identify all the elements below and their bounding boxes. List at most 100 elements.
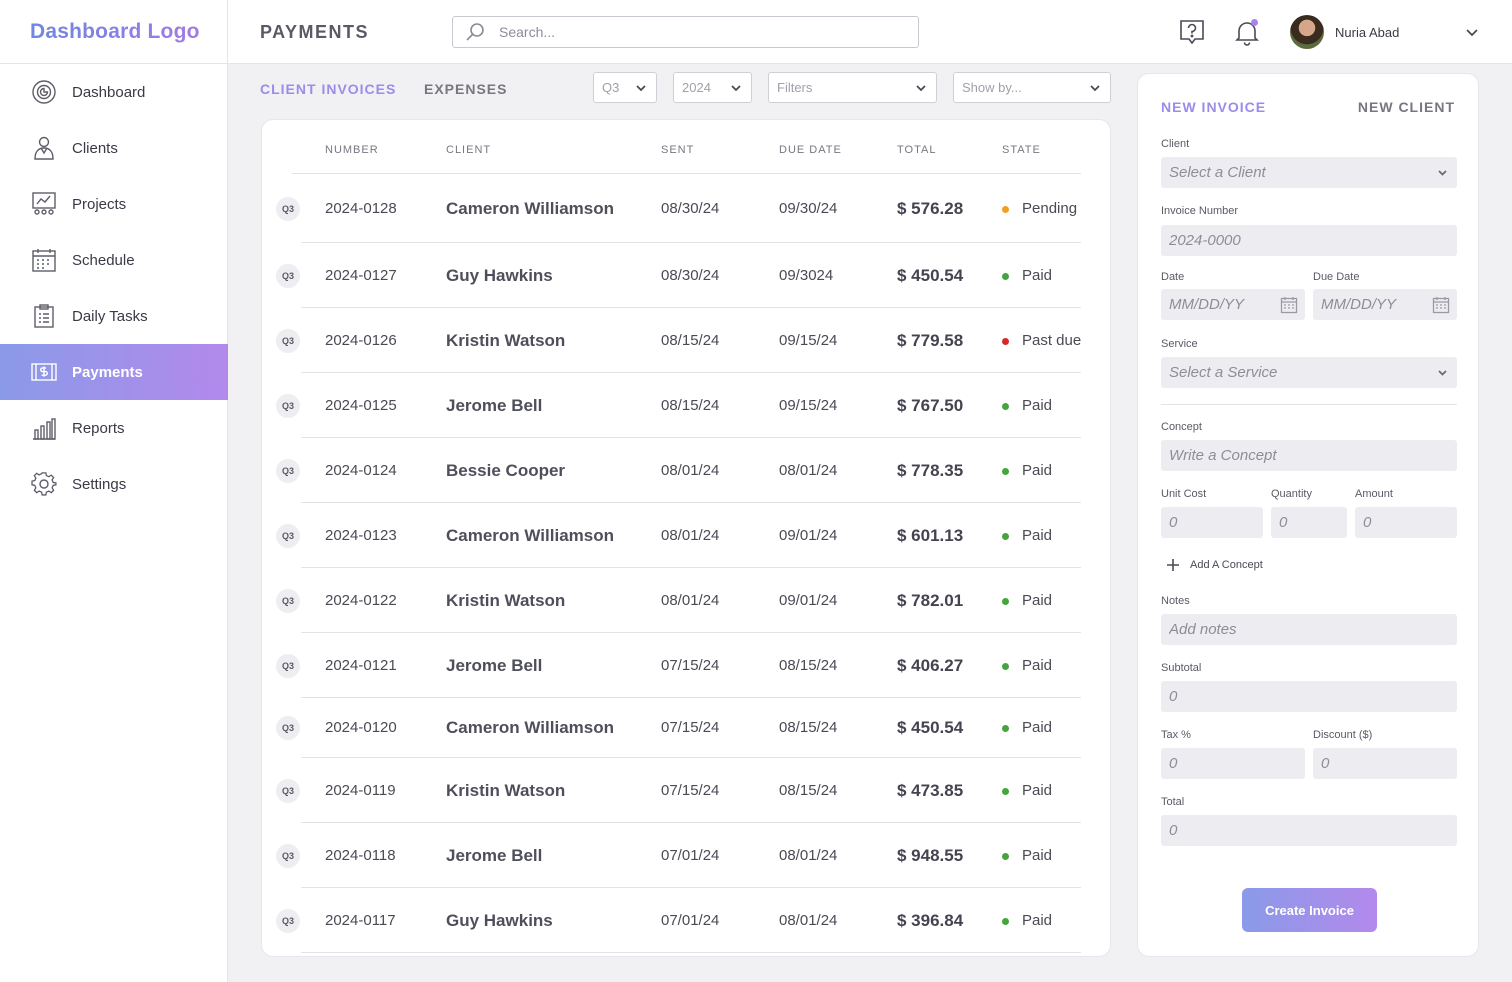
- calendar-icon[interactable]: [1432, 296, 1450, 314]
- avatar[interactable]: [1290, 15, 1324, 49]
- column-header-due-date[interactable]: DUE DATE: [779, 144, 842, 156]
- amount-field[interactable]: [1355, 507, 1457, 538]
- dashboard-logo[interactable]: Dashboard Logo: [30, 19, 200, 43]
- status-badge: Paid: [1022, 267, 1053, 284]
- table-row[interactable]: Q3 2024-0118 Jerome Bell 07/01/24 08/01/24 $ …: [262, 823, 1112, 888]
- bell-icon[interactable]: [1233, 18, 1261, 46]
- date-field[interactable]: [1161, 289, 1305, 320]
- chevron-down-icon: [1436, 366, 1449, 379]
- client-name[interactable]: Guy Hawkins: [446, 266, 553, 285]
- status-dot: [1002, 273, 1009, 280]
- tax-field[interactable]: [1161, 748, 1305, 779]
- quarter-select[interactable]: Q3: [593, 72, 657, 103]
- client-name[interactable]: Cameron Williamson: [446, 199, 614, 218]
- table-row[interactable]: Q3 2024-0119 Kristin Watson 07/15/24 08/15/2…: [262, 758, 1112, 823]
- column-header-total[interactable]: TOTAL: [897, 144, 937, 156]
- table-row[interactable]: Q3 2024-0117 Guy Hawkins 07/01/24 08/01/24 $ …: [262, 888, 1112, 953]
- sidebar-item-projects[interactable]: Projects: [0, 176, 228, 232]
- sidebar-item-clients[interactable]: Clients: [0, 120, 228, 176]
- tab-new-invoice[interactable]: NEW INVOICE: [1161, 99, 1267, 115]
- subtotal-field[interactable]: [1161, 681, 1457, 712]
- table-row[interactable]: Q3 2024-0125 Jerome Bell 08/15/24 09/15/24 $ …: [262, 373, 1112, 438]
- table-row[interactable]: Q3 2024-0127 Guy Hawkins 08/30/24 09/3024 $ 4…: [262, 243, 1112, 308]
- concept-field[interactable]: [1161, 440, 1457, 471]
- invoice-number-field[interactable]: [1161, 225, 1457, 256]
- chevron-down-icon[interactable]: [1464, 24, 1480, 40]
- client-name[interactable]: Jerome Bell: [446, 846, 543, 865]
- column-header-sent[interactable]: SENT: [661, 144, 695, 156]
- unit-cost-field[interactable]: [1161, 507, 1263, 538]
- due-date-label: Due Date: [1313, 271, 1360, 283]
- table-row[interactable]: Q3 2024-0128 Cameron Williamson 08/30/24 09/…: [262, 175, 1112, 243]
- create-invoice-button[interactable]: Create Invoice: [1242, 888, 1377, 932]
- table-row[interactable]: Q3 2024-0124 Bessie Cooper 08/01/24 08/01/24…: [262, 438, 1112, 503]
- year-select[interactable]: 2024: [673, 72, 752, 103]
- row-divider: [301, 437, 1081, 438]
- sidebar-item-payments[interactable]: Payments: [0, 344, 228, 400]
- invoice-number: 2024-0125: [325, 397, 397, 414]
- help-icon[interactable]: [1178, 18, 1206, 46]
- filters-select[interactable]: Filters: [768, 72, 937, 103]
- sidebar-item-daily-tasks[interactable]: Daily Tasks: [0, 288, 228, 344]
- column-header-number[interactable]: NUMBER: [325, 144, 379, 156]
- chevron-down-icon: [1436, 166, 1449, 179]
- total-field[interactable]: [1161, 815, 1457, 846]
- client-name[interactable]: Kristin Watson: [446, 591, 566, 610]
- client-name[interactable]: Jerome Bell: [446, 396, 543, 415]
- service-select[interactable]: Select a Service: [1161, 357, 1457, 388]
- client-name[interactable]: Guy Hawkins: [446, 911, 553, 930]
- sidebar-item-settings[interactable]: Settings: [0, 456, 228, 512]
- table-row[interactable]: Q3 2024-0123 Cameron Williamson 08/01/24 09/…: [262, 503, 1112, 568]
- clients-icon: [30, 134, 58, 162]
- table-row[interactable]: Q3 2024-0122 Kristin Watson 08/01/24 09/01/2…: [262, 568, 1112, 633]
- sidebar-item-label: Projects: [72, 195, 127, 213]
- sidebar-item-schedule[interactable]: Schedule: [0, 232, 228, 288]
- status-badge: Paid: [1022, 657, 1053, 674]
- sidebar-item-reports[interactable]: Reports: [0, 400, 228, 456]
- discount-field[interactable]: [1313, 748, 1457, 779]
- unit-cost-label: Unit Cost: [1161, 488, 1207, 500]
- chevron-down-icon: [914, 81, 928, 95]
- invoice-number: 2024-0123: [325, 527, 397, 544]
- due-date: 08/01/24: [779, 912, 838, 929]
- row-divider: [301, 502, 1081, 503]
- status-dot: [1002, 468, 1009, 475]
- table-row[interactable]: Q3 2024-0121 Jerome Bell 07/15/24 08/15/24 $ …: [262, 633, 1112, 698]
- client-name[interactable]: Cameron Williamson: [446, 718, 614, 737]
- table-row[interactable]: Q3 2024-0120 Cameron Williamson 07/15/24 08/…: [262, 698, 1112, 758]
- client-name[interactable]: Jerome Bell: [446, 656, 543, 675]
- filters-select-value: Filters: [777, 80, 813, 95]
- search-input[interactable]: [499, 24, 899, 40]
- row-divider: [301, 757, 1081, 758]
- notes-field[interactable]: [1161, 614, 1457, 645]
- sidebar-nav: Dashboard Clients Projects Schedule Dail…: [0, 64, 228, 512]
- tab-new-client[interactable]: NEW CLIENT: [1357, 99, 1455, 115]
- show-by-select[interactable]: Show by...: [953, 72, 1111, 103]
- quarter-select-value: Q3: [602, 80, 620, 95]
- client-name[interactable]: Bessie Cooper: [446, 461, 566, 480]
- due-date: 09/15/24: [779, 332, 838, 349]
- column-header-client[interactable]: CLIENT: [446, 144, 492, 156]
- quantity-field[interactable]: [1271, 507, 1347, 538]
- total-label: Total: [1161, 796, 1185, 808]
- clipboard-icon: [30, 302, 58, 330]
- client-name[interactable]: Kristin Watson: [446, 781, 566, 800]
- sidebar-item-label: Schedule: [72, 251, 135, 269]
- user-name[interactable]: Nuria Abad: [1335, 25, 1400, 40]
- invoice-total: $ 396.84: [897, 911, 964, 930]
- client-name[interactable]: Cameron Williamson: [446, 526, 614, 545]
- quarter-badge: Q3: [276, 909, 300, 933]
- tab-expenses[interactable]: EXPENSES: [424, 81, 508, 97]
- client-name[interactable]: Kristin Watson: [446, 331, 566, 350]
- sidebar-item-dashboard[interactable]: Dashboard: [0, 64, 228, 120]
- invoice-number: 2024-0119: [325, 782, 396, 799]
- invoice-total: $ 782.01: [897, 591, 964, 610]
- add-concept-button[interactable]: Add A Concept: [1166, 558, 1263, 572]
- client-select[interactable]: Select a Client: [1161, 157, 1457, 188]
- tab-client-invoices[interactable]: CLIENT INVOICES: [260, 81, 397, 97]
- table-row[interactable]: Q3 2024-0126 Kristin Watson 08/15/24 09/15/2…: [262, 308, 1112, 373]
- calendar-icon[interactable]: [1280, 296, 1298, 314]
- column-header-state[interactable]: STATE: [1002, 144, 1041, 156]
- search-box[interactable]: [452, 16, 919, 48]
- due-date: 08/15/24: [779, 657, 838, 674]
